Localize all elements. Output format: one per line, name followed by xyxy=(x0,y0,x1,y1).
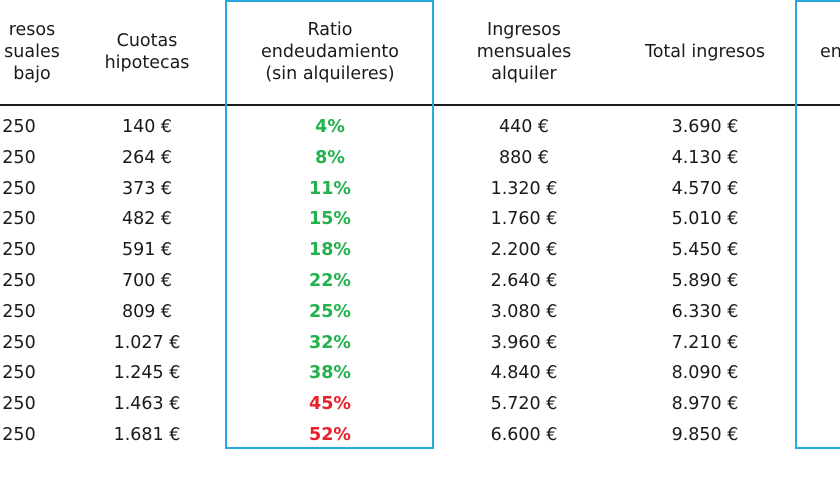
table-cell-ingresos-trabajo: 250 xyxy=(2,117,36,137)
table-cell-ratio: 11% xyxy=(309,178,351,199)
header-divider xyxy=(0,104,840,106)
table-cell-ratio: 38% xyxy=(309,363,351,384)
table-cell-cuotas: 1.027 € xyxy=(113,332,181,353)
header-line: suales xyxy=(4,42,60,62)
table-cell-ingresos-trabajo: 250 xyxy=(2,147,36,168)
table-cell-total: 3.690 € xyxy=(671,117,739,137)
table-cell-alquiler: 2.640 € xyxy=(490,270,558,291)
header-line: alquiler xyxy=(491,64,557,84)
header-line: (sin alquileres) xyxy=(265,64,395,84)
header-line: Ingresos xyxy=(487,20,561,40)
table-cell-ratio: 25% xyxy=(309,301,351,322)
table-cell-total: 5.010 € xyxy=(671,209,739,230)
table-cell-total: 5.450 € xyxy=(671,240,739,261)
table-cell-cuotas: 264 € xyxy=(121,147,173,168)
header-line: mensuales xyxy=(476,42,572,62)
table-cell-ratio: 8% xyxy=(315,147,345,168)
column-cuotas: 140 € 264 € 373 € 482 € 591 € 700 € 809 € 1.027… xyxy=(86,112,208,451)
table-cell-total: 7.210 € xyxy=(671,332,739,353)
table-cell-alquiler: 1.320 € xyxy=(490,178,558,199)
table-cell-ratio: 18% xyxy=(309,240,351,261)
table-cell-ratio: 4% xyxy=(315,117,345,137)
table-cell-cuotas: 1.463 € xyxy=(113,394,181,415)
header-cut-column: en xyxy=(806,0,840,104)
table-cell-total: 8.970 € xyxy=(671,394,739,415)
table-cell-total: 5.890 € xyxy=(671,270,739,291)
table-cell-alquiler: 3.080 € xyxy=(490,301,558,322)
header-line: resos xyxy=(8,20,56,40)
header-total-ingresos: Total ingresos xyxy=(620,0,790,104)
table-cell-ingresos-trabajo: 250 xyxy=(2,424,36,445)
table-cell-ratio: 45% xyxy=(309,394,351,415)
header-lines: Ratio endeudamiento (sin alquileres) xyxy=(261,19,399,85)
table-cell-ingresos-trabajo: 250 xyxy=(2,240,36,261)
column-alquiler: 440 € 880 € 1.320 € 1.760 € 2.200 € 2.640 € 3.… xyxy=(452,112,596,451)
header-line: en xyxy=(820,42,840,62)
header-line: Cuotas xyxy=(116,31,178,51)
header-line: bajo xyxy=(13,64,51,84)
table-cell-alquiler: 1.760 € xyxy=(490,209,558,230)
table-cell-alquiler: 4.840 € xyxy=(490,363,558,384)
table-cell-cuotas: 809 € xyxy=(121,301,173,322)
table-cell-ingresos-trabajo: 250 xyxy=(2,394,36,415)
table-cell-ingresos-trabajo: 250 xyxy=(2,363,36,384)
column-ingresos-trabajo: 250 250 250 250 250 250 250 250 250 250 250 xyxy=(0,112,44,451)
ratio-column-highlight xyxy=(225,0,434,449)
header-lines: Cuotas hipotecas xyxy=(105,30,190,74)
header-lines: Ingresos mensuales alquiler xyxy=(477,19,572,85)
table-cell-alquiler: 5.720 € xyxy=(490,394,558,415)
table-cell-alquiler: 3.960 € xyxy=(490,332,558,353)
table-cell-ingresos-trabajo: 250 xyxy=(2,332,36,353)
header-lines: resos suales bajo xyxy=(4,19,60,85)
table-cell-cuotas: 482 € xyxy=(121,209,173,230)
table-cell-total: 4.130 € xyxy=(671,147,739,168)
header-ratio-endeudamiento: Ratio endeudamiento (sin alquileres) xyxy=(228,0,432,104)
table-cell-cuotas: 1.245 € xyxy=(113,363,181,384)
table-cell-cuotas: 373 € xyxy=(121,178,173,199)
table-cell-cuotas: 140 € xyxy=(121,117,173,137)
header-ingresos-alquiler: Ingresos mensuales alquiler xyxy=(452,0,596,104)
header-ingresos-trabajo: resos suales bajo xyxy=(0,0,72,104)
header-line: Total ingresos xyxy=(644,42,765,62)
table-cell-total: 4.570 € xyxy=(671,178,739,199)
table-cell-total: 6.330 € xyxy=(671,301,739,322)
table-cell-alquiler: 6.600 € xyxy=(490,424,558,445)
table-cell-total: 8.090 € xyxy=(671,363,739,384)
table-cell-ingresos-trabajo: 250 xyxy=(2,178,36,199)
table-cell-ratio: 32% xyxy=(309,332,351,353)
column-ratio: 4% 8% 11% 15% 18% 22% 25% 32% 38% 45% 52% xyxy=(228,112,432,451)
table-cell-ingresos-trabajo: 250 xyxy=(2,270,36,291)
table-cell-alquiler: 880 € xyxy=(498,147,550,168)
table-cell-cuotas: 591 € xyxy=(121,240,173,261)
table-cell-ratio: 15% xyxy=(309,209,351,230)
header-line: hipotecas xyxy=(104,53,190,73)
table-cell-alquiler: 440 € xyxy=(498,117,550,137)
header-lines: en xyxy=(806,41,840,63)
table-cell-alquiler: 2.200 € xyxy=(490,240,558,261)
table-cell-ratio: 22% xyxy=(309,270,351,291)
header-lines: Total ingresos xyxy=(645,41,765,63)
header-line: endeudamiento xyxy=(261,42,399,62)
table-cell-total: 9.850 € xyxy=(671,424,739,445)
column-total: 3.690 € 4.130 € 4.570 € 5.010 € 5.450 € 5.890… xyxy=(620,112,790,451)
header-cuotas-hipotecas: Cuotas hipotecas xyxy=(86,0,208,104)
table-cell-cuotas: 700 € xyxy=(121,270,173,291)
table-cell-ingresos-trabajo: 250 xyxy=(2,301,36,322)
header-line: Ratio xyxy=(307,20,353,40)
cut-column-highlight xyxy=(795,0,840,449)
table-cell-cuotas: 1.681 € xyxy=(113,424,181,445)
table-cell-ratio: 52% xyxy=(309,424,351,445)
table-cell-ingresos-trabajo: 250 xyxy=(2,209,36,230)
